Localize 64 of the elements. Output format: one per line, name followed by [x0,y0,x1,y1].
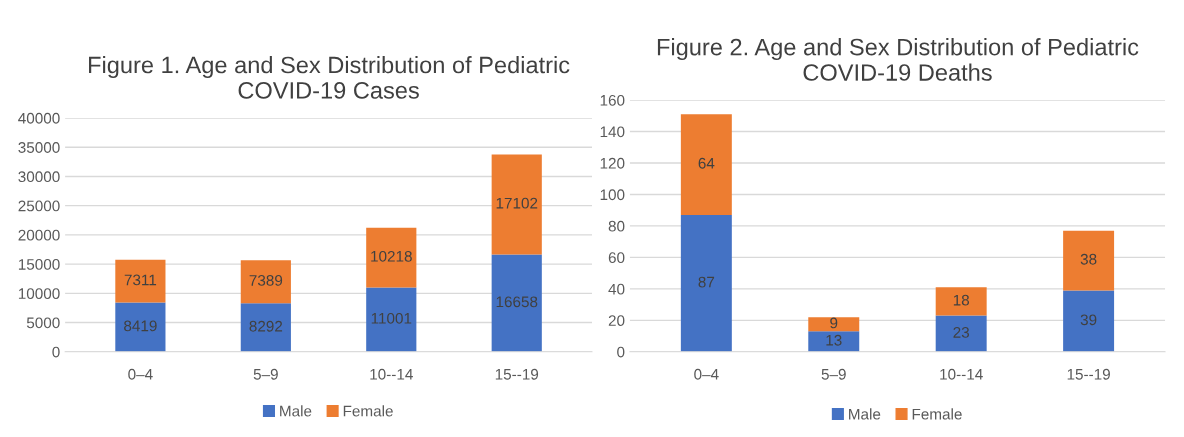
y-tick-label: 100 [600,189,625,201]
y-tick-label: 0 [617,346,625,358]
data-label: 8292 [249,320,283,332]
y-tick-label: 160 [600,94,625,106]
bar [808,331,860,352]
bar [240,303,291,352]
bar [808,317,860,332]
data-label: 10218 [371,250,412,262]
data-label: 17102 [496,197,538,209]
legend-label: Female [343,405,393,417]
y-tick-label: 35000 [18,142,60,153]
x-tick-label: 0–4 [694,368,719,380]
bar [491,154,542,255]
legend-label: Male [849,408,881,420]
bar [240,260,291,304]
data-label: 64 [698,157,715,169]
y-tick-label: 30000 [18,171,60,183]
legend-label: Female [912,408,962,420]
data-label: 8419 [124,320,157,332]
x-tick-label: 15--19 [495,368,539,380]
y-tick-label: 10000 [18,288,60,300]
bar [115,302,166,352]
y-tick-label: 140 [600,126,625,138]
bar [115,259,166,303]
y-tick-label: 15000 [18,258,60,270]
bar [1063,290,1115,352]
data-label: 23 [953,326,970,338]
data-label: 39 [1080,314,1097,326]
y-tick-label: 25000 [18,200,60,212]
data-label: 18 [953,294,970,306]
data-label: 11001 [371,312,412,324]
y-tick-label: 5000 [26,317,60,329]
x-tick-label: 10--14 [370,368,413,380]
y-tick-label: 120 [600,157,625,169]
data-label: 38 [1080,253,1097,265]
y-tick-label: 0 [52,346,60,358]
data-label: 9 [830,317,838,329]
bar [1063,230,1115,291]
bar [491,254,542,352]
x-tick-label: 15--19 [1067,368,1110,380]
bar [935,287,987,316]
x-tick-label: 10--14 [940,368,983,380]
x-tick-label: 0–4 [128,368,153,380]
data-label: 7389 [249,275,283,286]
x-tick-label: 5–9 [253,368,278,380]
legend-label: Male [280,405,312,417]
y-tick-label: 20 [608,315,625,327]
y-tick-label: 80 [608,220,625,232]
y-tick-label: 40000 [18,112,60,124]
data-label: 7311 [124,274,157,286]
bar [366,227,417,288]
chart-title: Figure 1. Age and Sex Distribution of Pediatric COVID-19 Cases [89,56,570,99]
chart-title: Figure 2. Age and Sex Distribution of Pediatric COVID-19 Deaths [657,38,1139,81]
y-tick-label: 40 [608,283,625,295]
bar [680,114,732,215]
bar [680,214,732,352]
x-tick-label: 5–9 [821,368,846,380]
bar [366,287,417,352]
data-label: 16658 [496,296,538,308]
y-tick-label: 20000 [18,229,60,241]
data-label: 87 [698,276,715,288]
y-tick-label: 60 [608,252,625,264]
data-label: 13 [826,334,842,346]
bar [935,315,987,352]
